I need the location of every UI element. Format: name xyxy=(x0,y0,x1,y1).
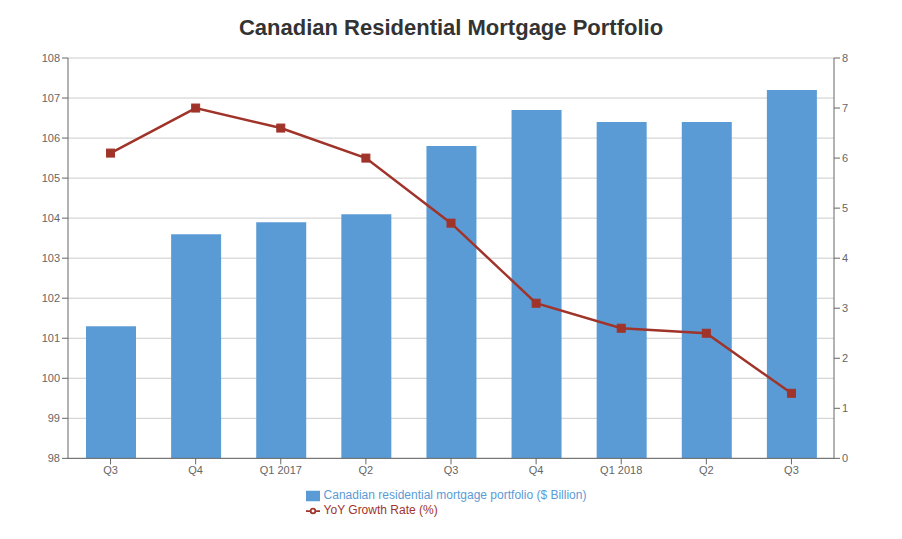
html-text:Canadian Residential Mortgage: Canadian Residential Mortgage Portfolio xyxy=(238,15,664,40)
svg-text:8: 8 xyxy=(842,52,848,64)
svg-text:103: 103 xyxy=(42,252,60,264)
svg-text:100: 100 xyxy=(42,372,60,384)
svg-text:98: 98 xyxy=(48,452,60,464)
svg-text:5: 5 xyxy=(842,202,848,214)
svg-text:Q4: Q4 xyxy=(188,464,203,476)
svg-text:101: 101 xyxy=(42,332,60,344)
svg-text:6: 6 xyxy=(842,152,848,164)
svg-text:Q2: Q2 xyxy=(359,464,374,476)
svg-text:Q1 2018: Q1 2018 xyxy=(600,464,642,476)
html-text:Canadian residential mortgage: Canadian residential mortgage portfolio … xyxy=(323,488,587,503)
svg-text:Q3: Q3 xyxy=(444,464,459,476)
svg-text:0: 0 xyxy=(842,452,848,464)
svg-text:108: 108 xyxy=(42,52,60,64)
svg-text:3: 3 xyxy=(842,302,848,314)
svg-text:Q4: Q4 xyxy=(529,464,544,476)
svg-text:106: 106 xyxy=(42,132,60,144)
svg-text:104: 104 xyxy=(42,212,60,224)
svg-text:102: 102 xyxy=(42,292,60,304)
svg-text:Q1 2017: Q1 2017 xyxy=(260,464,302,476)
svg-text:4: 4 xyxy=(842,252,848,264)
svg-text:105: 105 xyxy=(42,172,60,184)
svg-text:1: 1 xyxy=(842,402,848,414)
svg-text:Q3: Q3 xyxy=(103,464,118,476)
svg-text:Q2: Q2 xyxy=(699,464,714,476)
svg-text:2: 2 xyxy=(842,352,848,364)
svg-text:99: 99 xyxy=(48,412,60,424)
svg-text:7: 7 xyxy=(842,102,848,114)
svg-text:107: 107 xyxy=(42,92,60,104)
svg-text:Q3: Q3 xyxy=(784,464,799,476)
html-text:YoY Growth Rate (%): YoY Growth Rate (%) xyxy=(323,503,438,518)
